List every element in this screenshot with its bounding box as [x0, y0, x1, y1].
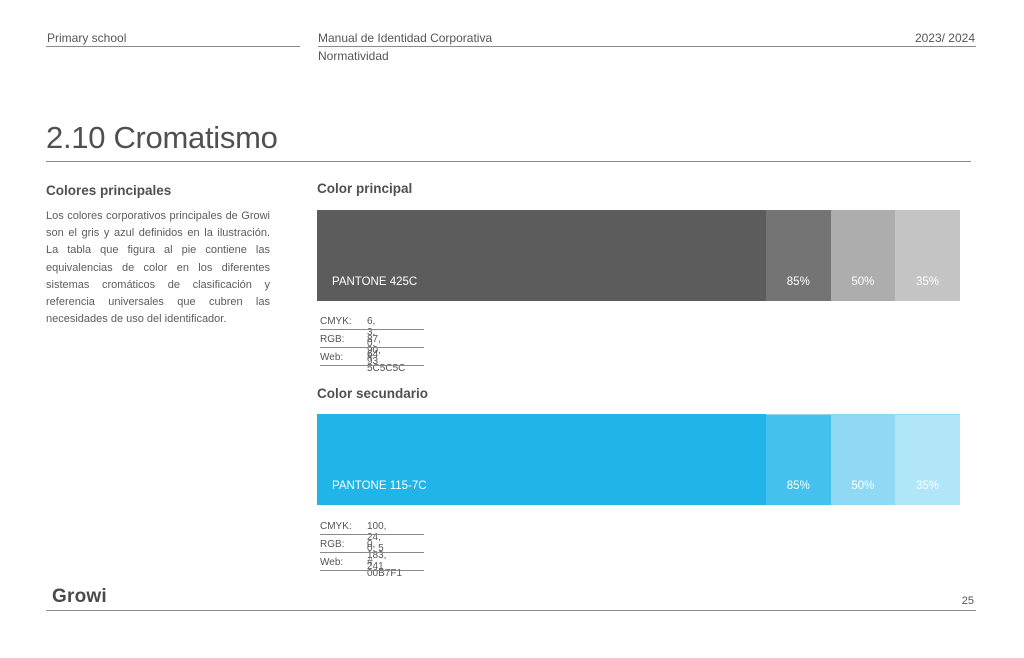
header-rule-right	[318, 46, 976, 47]
primary-color-title: Color principal	[317, 181, 413, 196]
secondary-rgb-value: 0, 183, 241	[367, 539, 387, 572]
section-body: Los colores corporativos principales de …	[46, 210, 270, 326]
spec-underline	[320, 570, 424, 571]
primary-tint-50-label: 50%	[851, 276, 875, 288]
secondary-web-label: Web:	[320, 557, 344, 568]
page-title: 2.10 Cromatismo	[46, 120, 278, 155]
header-manual-title: Manual de Identidad Corporativa	[318, 31, 493, 45]
secondary-swatch-35: 35%	[895, 414, 960, 505]
secondary-tint-50-label: 50%	[851, 480, 875, 492]
secondary-color-title: Color secundario	[317, 386, 429, 401]
spec-underline	[320, 365, 424, 366]
secondary-cmyk-label: CMYK:	[320, 521, 352, 532]
primary-swatch-main: PANTONE 425C	[317, 210, 766, 301]
primary-swatch-35: 35%	[895, 210, 960, 301]
primary-swatch-50: 50%	[830, 210, 896, 301]
spec-underline	[320, 552, 424, 553]
header-subtitle: Normatividad	[318, 49, 389, 63]
primary-web-label: Web:	[320, 352, 344, 363]
page-number: 25	[961, 595, 974, 607]
footer-rule	[46, 610, 976, 611]
secondary-rgb-label: RGB:	[320, 539, 345, 550]
header-school: Primary school	[47, 31, 127, 45]
spec-underline	[320, 534, 424, 535]
header-rule-left	[46, 46, 300, 47]
secondary-tint-35-label: 35%	[915, 480, 939, 492]
primary-rgb-label: RGB:	[320, 334, 345, 345]
secondary-tint-85-label: 85%	[786, 480, 810, 492]
title-rule	[46, 161, 971, 162]
primary-pantone-label: PANTONE 425C	[332, 276, 418, 288]
primary-tint-35-label: 35%	[915, 276, 939, 288]
header-year: 2023/ 2024	[914, 31, 975, 45]
primary-cmyk-label: CMYK:	[320, 316, 352, 327]
primary-rgb-value: 87, 90, 93	[367, 334, 381, 367]
secondary-pantone-label: PANTONE 115-7C	[332, 480, 427, 492]
growi-logo: Growi	[52, 586, 107, 607]
primary-tint-85-label: 85%	[786, 276, 810, 288]
primary-swatch-85: 85%	[766, 210, 831, 301]
secondary-swatch-85: 85%	[766, 414, 831, 505]
primary-web-value: # 5C5C5C	[367, 352, 406, 374]
primary-swatch-row: PANTONE 425C 85% 50% 35%	[317, 210, 960, 301]
secondary-web-value: # 00B7F1	[367, 557, 403, 579]
spec-underline	[320, 329, 424, 330]
secondary-swatch-50: 50%	[830, 414, 896, 505]
secondary-swatch-row: PANTONE 115-7C 85% 50% 35%	[317, 414, 960, 505]
primary-cmyk-value: 6, 3, 0, 64	[367, 316, 379, 360]
spec-underline	[320, 347, 424, 348]
section-heading: Colores principales	[46, 183, 172, 198]
secondary-cmyk-value: 100, 24, 0, 5	[367, 521, 387, 554]
secondary-swatch-main: PANTONE 115-7C	[317, 414, 766, 505]
